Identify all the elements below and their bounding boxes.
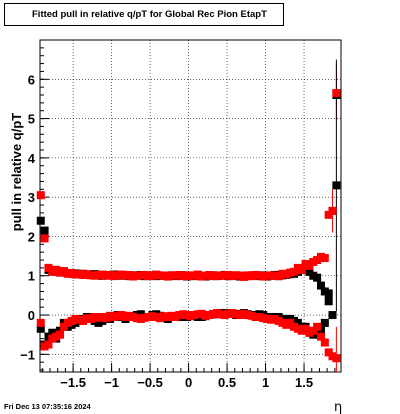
series-0-mean-point: [324, 289, 333, 298]
series-1-sigma-point: [316, 332, 325, 341]
series-1-sigma-point: [332, 354, 341, 363]
series-1-mean-point: [40, 234, 49, 243]
chart-title: Fitted pull in relative q/pT for Global …: [4, 3, 284, 26]
series-1-sigma-point: [313, 322, 322, 331]
series-1-mean-point: [328, 206, 337, 215]
timestamp: Fri Dec 13 07:35:16 2024: [4, 402, 91, 411]
series-0-mean-point: [316, 281, 325, 290]
y-axis-label: pull in relative q/pT: [9, 113, 24, 232]
data-markers: [36, 89, 341, 363]
y-tick-label: −1: [20, 347, 35, 362]
series-0-mean-point: [36, 216, 45, 225]
x-tick-label: −1: [104, 375, 119, 390]
series-0-sigma-point: [332, 181, 341, 190]
series-1-mean-point: [332, 89, 341, 98]
tick-labels: −1.5 −1 −0.5 0 0.5 1 1.5 −1 0 1 2 3 4 5 6: [20, 72, 313, 390]
series-0-sigma-point: [36, 324, 45, 333]
series-1-mean-point: [36, 191, 45, 200]
series-1-sigma-point: [56, 330, 65, 339]
series-1-sigma-point: [44, 340, 53, 349]
series-1-mean-point: [297, 265, 306, 274]
series-1-sigma-point: [320, 338, 329, 347]
x-tick-label: 1.5: [295, 375, 313, 390]
chart-title-text: Fitted pull in relative q/pT for Global …: [32, 9, 267, 20]
x-tick-label: 0.5: [218, 375, 236, 390]
series-1-mean-point: [320, 254, 329, 263]
y-tick-label: 1: [28, 269, 35, 284]
y-tick-label: 3: [28, 190, 35, 205]
error-bars: [332, 59, 337, 372]
x-tick-label: 1: [262, 375, 269, 390]
series-0-mean-point: [40, 226, 49, 235]
y-tick-label: 4: [28, 151, 36, 166]
x-axis-label: η: [334, 400, 342, 414]
y-tick-label: 0: [28, 308, 35, 323]
y-tick-label: 5: [28, 112, 35, 127]
x-tick-label: 0: [185, 375, 192, 390]
y-tick-label: 6: [28, 72, 35, 87]
x-tick-label: −0.5: [137, 375, 163, 390]
x-tick-label: −1.5: [60, 375, 86, 390]
series-0-mean-point: [313, 273, 322, 282]
series-0-sigma-point: [320, 318, 329, 327]
series-0-sigma-point: [328, 311, 337, 320]
y-tick-label: 2: [28, 229, 35, 244]
series-0-sigma-point: [324, 297, 333, 306]
plot-frame: [39, 39, 342, 373]
series-1-sigma-point: [36, 318, 45, 327]
